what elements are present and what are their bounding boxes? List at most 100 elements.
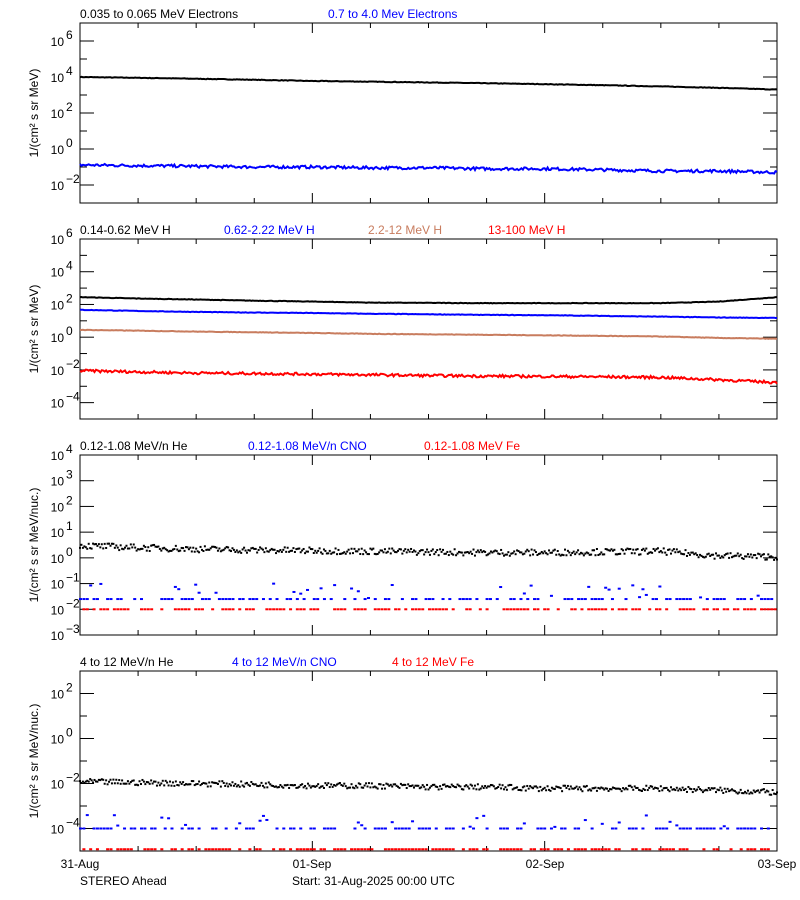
data-point <box>502 608 506 611</box>
data-point <box>577 788 580 791</box>
data-point <box>632 548 635 551</box>
data-point <box>771 789 774 792</box>
legend-entry: 4 to 12 MeV/n He <box>80 655 174 669</box>
data-point <box>97 778 100 781</box>
data-point <box>636 548 639 551</box>
data-point <box>350 547 353 550</box>
data-point <box>513 787 516 790</box>
data-point <box>565 786 568 789</box>
data-point <box>86 779 89 782</box>
data-point <box>338 781 341 784</box>
data-point <box>631 608 635 611</box>
data-point <box>282 786 285 789</box>
data-point <box>424 551 427 554</box>
data-point <box>456 552 459 555</box>
y-tick-exponent: 4 <box>66 259 73 273</box>
data-point <box>142 544 145 547</box>
data-point <box>230 550 233 553</box>
data-point <box>741 792 744 795</box>
data-point <box>197 827 201 830</box>
data-point <box>372 786 375 789</box>
data-point <box>511 552 514 555</box>
data-point <box>580 608 584 611</box>
data-point <box>100 778 103 781</box>
data-point <box>388 547 391 550</box>
data-point <box>240 551 243 554</box>
data-point <box>171 548 174 551</box>
data-point <box>383 827 387 830</box>
data-point <box>494 549 497 552</box>
data-point <box>410 547 413 550</box>
data-point <box>462 788 465 791</box>
data-point <box>400 827 404 830</box>
data-point <box>671 848 675 851</box>
data-point <box>607 549 610 552</box>
data-point <box>562 554 565 557</box>
data-point <box>185 546 188 549</box>
data-point <box>705 827 709 830</box>
data-point <box>549 789 552 792</box>
data-point <box>776 791 778 794</box>
data-point <box>241 598 245 601</box>
data-point <box>502 827 506 830</box>
data-point <box>176 783 179 786</box>
data-point <box>148 550 151 553</box>
data-point <box>558 553 561 556</box>
data-point <box>296 786 299 789</box>
data-point <box>760 608 764 611</box>
data-point <box>221 598 225 601</box>
data-point <box>118 549 121 552</box>
data-point <box>275 552 278 555</box>
data-point <box>309 608 313 611</box>
data-point <box>333 827 337 830</box>
data-point <box>556 549 559 552</box>
series-line <box>79 75 778 91</box>
data-point <box>426 783 429 786</box>
data-point <box>534 551 537 554</box>
data-point <box>418 550 421 553</box>
legend-entry: 0.035 to 0.065 MeV Electrons <box>80 7 238 21</box>
data-point <box>555 785 558 788</box>
legend-entry: 2.2-12 MeV H <box>368 223 442 237</box>
data-point <box>401 784 404 787</box>
data-point <box>555 553 558 556</box>
data-point <box>710 787 713 790</box>
data-point <box>593 787 596 790</box>
data-point <box>692 608 696 611</box>
data-point <box>562 784 565 787</box>
data-point <box>517 788 520 791</box>
data-point <box>205 548 208 551</box>
data-point <box>607 588 611 591</box>
data-point <box>415 784 418 787</box>
data-point <box>767 553 770 556</box>
data-point <box>106 827 110 830</box>
data-point <box>138 780 141 783</box>
series-line <box>79 162 778 175</box>
data-point <box>404 783 407 786</box>
data-point <box>733 790 736 793</box>
y-tick-exponent: −2 <box>66 596 80 610</box>
data-point <box>112 814 116 817</box>
data-point <box>546 785 549 788</box>
y-tick-label: 10 <box>51 397 65 411</box>
data-point <box>624 548 627 551</box>
data-point <box>90 779 93 782</box>
data-point <box>745 792 748 795</box>
data-point <box>658 790 661 793</box>
data-point <box>373 608 377 611</box>
data-point <box>264 547 267 550</box>
data-point <box>482 848 486 851</box>
legend-entry: 0.12-1.08 MeV/n CNO <box>248 439 367 453</box>
data-point <box>685 848 689 851</box>
data-point <box>487 785 490 788</box>
data-point <box>681 786 684 789</box>
data-point <box>240 780 243 783</box>
data-point <box>398 548 401 551</box>
data-point <box>228 783 231 786</box>
data-point <box>712 787 715 790</box>
data-point <box>365 782 368 785</box>
series-1 <box>79 75 778 91</box>
data-point <box>593 549 596 552</box>
data-point <box>366 848 370 851</box>
